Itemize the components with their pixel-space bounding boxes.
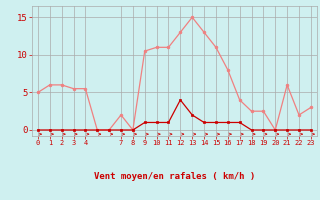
Text: Vent moyen/en rafales ( km/h ): Vent moyen/en rafales ( km/h ) <box>94 172 255 181</box>
